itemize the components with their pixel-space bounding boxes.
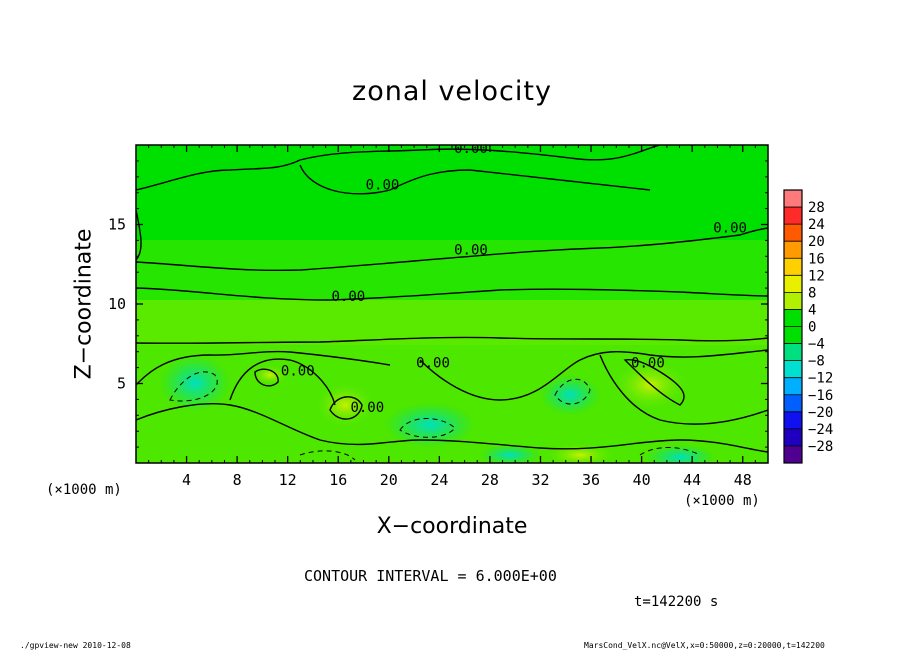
- colorbar-level-label: −16: [808, 388, 833, 404]
- x-unit-right: (×1000 m): [684, 493, 760, 509]
- colorbar-swatch: [784, 445, 802, 464]
- contour-negative-2: [399, 418, 456, 438]
- contour-closed-mid: [329, 396, 363, 420]
- contour-mid-lower: [136, 336, 768, 344]
- contour-negative-5: [299, 450, 356, 461]
- colorbar-level-label: −24: [808, 422, 833, 438]
- colorbar-swatch: [784, 428, 802, 447]
- x-tick-label: 44: [683, 471, 701, 489]
- contour-negative-3: [554, 378, 591, 405]
- contour-left-edge: [136, 209, 142, 261]
- field-blob-yellow-1: [315, 383, 375, 427]
- contour-label: 0.00: [350, 400, 384, 416]
- colorbar-swatch: [784, 309, 802, 327]
- contour-closed-small: [254, 368, 279, 387]
- contour-label: 0.00: [331, 289, 365, 305]
- contour-negative-4: [639, 447, 701, 456]
- contour-bottom: [136, 402, 768, 453]
- x-tick-label: 28: [481, 471, 499, 489]
- colorbar-swatch: [784, 207, 802, 225]
- contour-lines: [136, 145, 768, 453]
- contour-right-arc: [419, 349, 768, 401]
- colorbar-swatch: [784, 343, 802, 362]
- colorbar-level-label: −28: [808, 439, 833, 455]
- contour-right-lobe: [599, 354, 768, 425]
- field-blob-cyan-5: [480, 445, 540, 463]
- chart-title: zonal velocity: [352, 76, 552, 107]
- x-tick-label: 4: [182, 471, 191, 489]
- y-tick-label: 10: [108, 295, 126, 313]
- contour-label: 0.00: [454, 243, 488, 259]
- footer-program-date: ./gpview-new 2010-12-08: [20, 641, 131, 650]
- time-label: t=142200 s: [634, 594, 719, 610]
- contour-bump-1: [229, 358, 336, 406]
- y-tick-label: 15: [108, 216, 126, 234]
- colorbar-level-label: 20: [808, 234, 825, 250]
- colorbar-level-label: 28: [808, 200, 825, 216]
- colorbar-swatch: [784, 394, 802, 413]
- contour-label: 0.00: [366, 178, 400, 194]
- contour-lines-negative: [169, 371, 701, 461]
- colorbar-swatch: [784, 241, 802, 259]
- colorbar-level-label: 8: [808, 285, 816, 301]
- contour-top: [136, 145, 661, 191]
- x-tick-label: 12: [279, 471, 297, 489]
- contour-low-left: [136, 350, 391, 386]
- x-tick-label: 16: [329, 471, 347, 489]
- x-tick-label: 48: [734, 471, 752, 489]
- colorbar-swatch: [784, 258, 802, 276]
- colorbar-swatch: [784, 275, 802, 293]
- contour-mid-upper: [136, 227, 768, 272]
- x-tick-label: 20: [380, 471, 398, 489]
- contour-label: 0.00: [281, 364, 315, 380]
- contour-labels: 0.00 0.00 0.00 0.00 0.00 0.00 0.00 0.00 0.00: [281, 141, 747, 416]
- x-axis-label: X−coordinate: [376, 514, 528, 539]
- colorbar-swatch: [784, 360, 802, 379]
- field-blob-cyan-4: [645, 445, 715, 463]
- contour-interval-text: CONTOUR INTERVAL = 6.000E+00: [304, 567, 557, 585]
- colorbar-swatch: [784, 326, 802, 345]
- colorbar-swatch: [784, 224, 802, 242]
- y-tick-label: 5: [117, 375, 126, 393]
- colorbar-level-label: 0: [808, 320, 816, 336]
- heatmap-field: 0.00 0.00 0.00 0.00 0.00 0.00 0.00 0.00 0.00: [136, 141, 768, 463]
- footer-source: MarsCond_VelX.nc@VelX,x=0:50000,z=0:2000…: [584, 641, 825, 650]
- contour-upper-lobe: [299, 164, 651, 195]
- contour-label: 0.00: [713, 220, 747, 236]
- x-tick-label: 36: [582, 471, 600, 489]
- field-blob-cyan-1: [160, 355, 230, 411]
- field-blob-yellow-2: [612, 360, 688, 410]
- field-blob-cyan-3: [540, 375, 600, 415]
- colorbar-level-label: 4: [808, 302, 816, 318]
- colorbar-level-label: −4: [808, 337, 825, 353]
- colorbar-level-label: 24: [808, 217, 825, 233]
- field-band-upper: [136, 240, 768, 300]
- x-tick-label: 8: [233, 471, 242, 489]
- x-tick-label: 40: [633, 471, 651, 489]
- colorbar-level-label: −20: [808, 405, 833, 421]
- y-axis: 5 10 15: [108, 160, 768, 448]
- colorbar-level-label: −8: [808, 354, 825, 370]
- colorbar-swatch: [784, 292, 802, 310]
- contour-closed-positive: [623, 358, 685, 406]
- contour-label: 0.00: [416, 356, 450, 372]
- contour-mid: [136, 287, 768, 301]
- colorbar-level-label: 16: [808, 251, 825, 267]
- x-tick-label: 32: [531, 471, 549, 489]
- x-tick-label: 24: [430, 471, 448, 489]
- contour-label: 0.00: [631, 356, 665, 372]
- x-axis: 4 8 12 16 20 24 28 32 36 40 44 48: [148, 145, 756, 489]
- contour-label: 0.00: [454, 141, 488, 157]
- colorbar-level-label: −12: [808, 371, 833, 387]
- contour-negative-1: [169, 371, 218, 402]
- colorbar-level-label: 12: [808, 268, 825, 284]
- field-blob-cyan-2: [385, 403, 475, 447]
- colorbar-swatch: [784, 411, 802, 430]
- colorbar-swatch: [784, 190, 802, 208]
- y-axis-label: Z−coordinate: [71, 228, 97, 380]
- colorbar-swatch: [784, 377, 802, 396]
- x-unit-left: (×1000 m): [46, 482, 122, 498]
